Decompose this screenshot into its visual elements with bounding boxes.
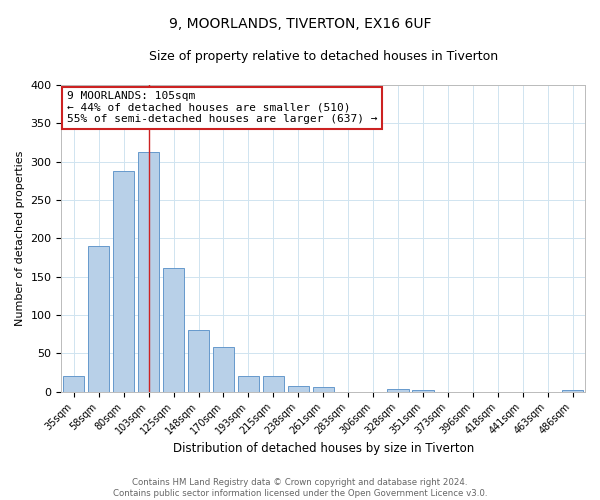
- Bar: [313, 387, 334, 392]
- Text: 9 MOORLANDS: 105sqm
← 44% of detached houses are smaller (510)
55% of semi-detac: 9 MOORLANDS: 105sqm ← 44% of detached ho…: [67, 91, 377, 124]
- X-axis label: Distribution of detached houses by size in Tiverton: Distribution of detached houses by size …: [173, 442, 474, 455]
- Text: Contains HM Land Registry data © Crown copyright and database right 2024.
Contai: Contains HM Land Registry data © Crown c…: [113, 478, 487, 498]
- Bar: [188, 330, 209, 392]
- Title: Size of property relative to detached houses in Tiverton: Size of property relative to detached ho…: [149, 50, 498, 63]
- Bar: [138, 152, 159, 392]
- Bar: [63, 376, 85, 392]
- Bar: [562, 390, 583, 392]
- Bar: [213, 348, 234, 392]
- Bar: [113, 171, 134, 392]
- Bar: [412, 390, 434, 392]
- Bar: [388, 388, 409, 392]
- Bar: [88, 246, 109, 392]
- Bar: [163, 268, 184, 392]
- Text: 9, MOORLANDS, TIVERTON, EX16 6UF: 9, MOORLANDS, TIVERTON, EX16 6UF: [169, 18, 431, 32]
- Y-axis label: Number of detached properties: Number of detached properties: [15, 150, 25, 326]
- Bar: [287, 386, 309, 392]
- Bar: [263, 376, 284, 392]
- Bar: [238, 376, 259, 392]
